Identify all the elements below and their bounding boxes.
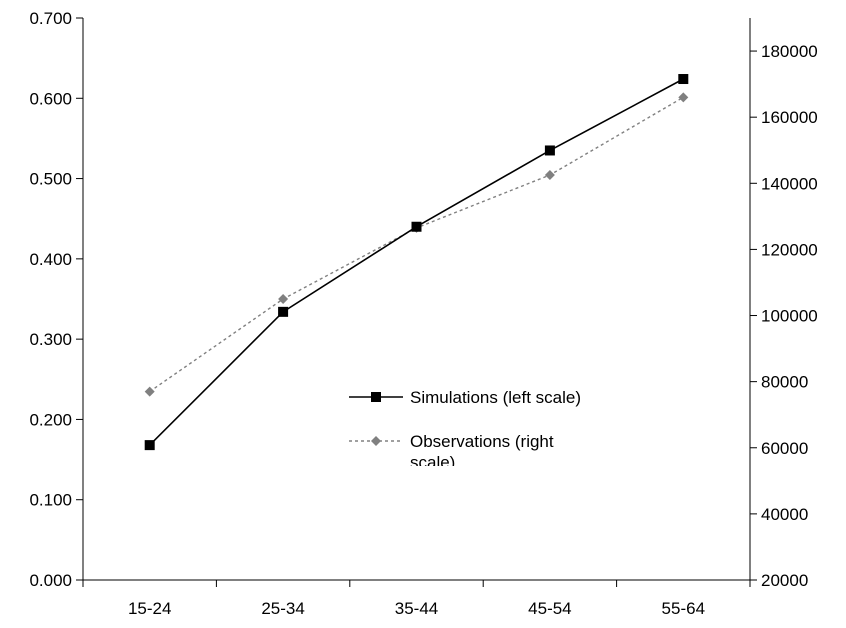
left-tick-label: 0.200 bbox=[29, 410, 72, 429]
x-tick-label: 35-44 bbox=[395, 599, 438, 618]
right-tick-label: 180000 bbox=[761, 42, 818, 61]
simulations-point bbox=[411, 221, 422, 232]
observations-point bbox=[678, 92, 689, 103]
left-tick-label: 0.400 bbox=[29, 250, 72, 269]
right-tick-label: 140000 bbox=[761, 174, 818, 193]
x-tick-label: 45-54 bbox=[528, 599, 571, 618]
right-tick-label: 100000 bbox=[761, 307, 818, 326]
right-tick-label: 160000 bbox=[761, 108, 818, 127]
right-tick-label: 120000 bbox=[761, 240, 818, 259]
x-tick-label: 15-24 bbox=[128, 599, 171, 618]
observations-point bbox=[278, 294, 289, 304]
axes: 0.000 0.100 0.200 0.300 0.400 0.500 0.600 0.700… bbox=[29, 9, 817, 618]
left-tick-label: 0.700 bbox=[29, 9, 72, 28]
right-tick-label: 20000 bbox=[761, 571, 808, 590]
right-tick-label: 40000 bbox=[761, 505, 808, 524]
left-tick-label: 0.600 bbox=[29, 89, 72, 108]
left-tick-label: 0.500 bbox=[29, 170, 72, 189]
left-tick-label: 0.000 bbox=[29, 571, 72, 590]
simulations-point bbox=[278, 306, 289, 317]
simulations-legend-label: Simulations (left scale) bbox=[410, 388, 581, 407]
observations-legend-label: Observations (right scale) bbox=[410, 432, 554, 472]
simulations-legend-marker bbox=[371, 392, 381, 402]
left-tick-label: 0.300 bbox=[29, 330, 72, 349]
simulations-point bbox=[144, 440, 155, 451]
simulations-point bbox=[678, 74, 689, 85]
observations-legend-marker bbox=[371, 436, 381, 446]
series-layer bbox=[144, 74, 689, 451]
legend: Simulations (left scale) Observations (ri… bbox=[349, 388, 581, 472]
simulations-point bbox=[544, 145, 555, 156]
left-tick-label: 0.100 bbox=[29, 491, 72, 510]
right-tick-label: 60000 bbox=[761, 439, 808, 458]
x-tick-label: 55-64 bbox=[662, 599, 705, 618]
observations-point bbox=[544, 170, 555, 181]
x-tick-label: 25-34 bbox=[261, 599, 304, 618]
observations-point bbox=[144, 386, 155, 397]
right-tick-label: 80000 bbox=[761, 373, 808, 392]
observations-series-line bbox=[149, 96, 684, 393]
